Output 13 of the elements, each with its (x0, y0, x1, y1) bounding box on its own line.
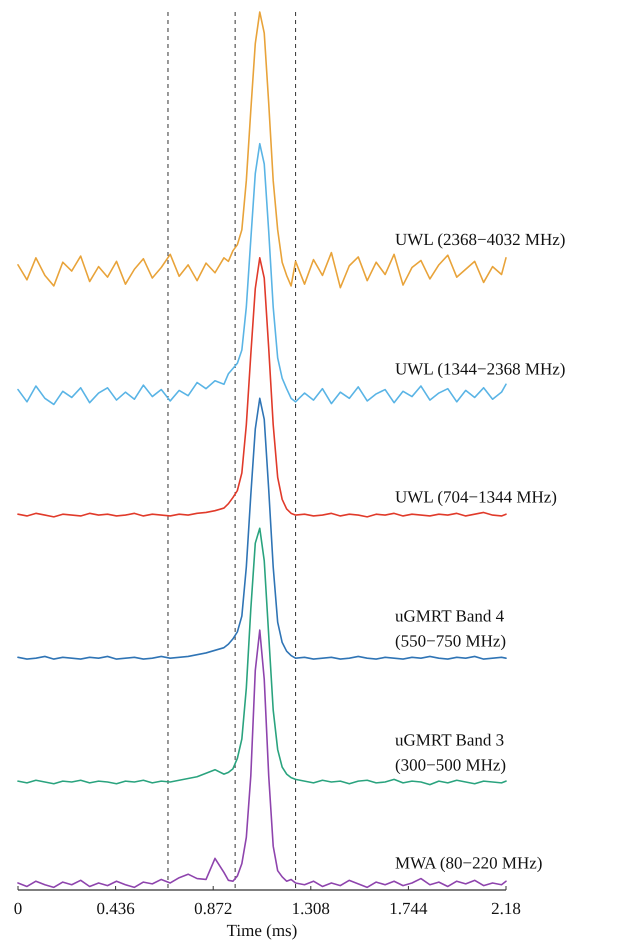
series-label: UWL (704−1344 MHz) (395, 487, 557, 506)
x-tick-label: 1.744 (389, 899, 428, 918)
x-axis-title: Time (ms) (226, 921, 298, 940)
series-label: MWA (80−220 MHz) (395, 854, 542, 873)
x-tick-label: 2.18 (491, 899, 521, 918)
series-label: uGMRT Band 3 (300−500 MHz) (395, 730, 506, 774)
x-tick-label: 1.308 (292, 899, 330, 918)
series-label: UWL (2368−4032 MHz) (395, 230, 566, 250)
series-label: UWL (1344−2368 MHz) (395, 359, 566, 378)
x-tick-label: 0.436 (96, 899, 135, 918)
x-tick-label: 0.872 (194, 899, 232, 918)
series-label: uGMRT Band 4 (550−750 MHz) (395, 606, 506, 650)
x-tick-label: 0 (14, 899, 22, 918)
